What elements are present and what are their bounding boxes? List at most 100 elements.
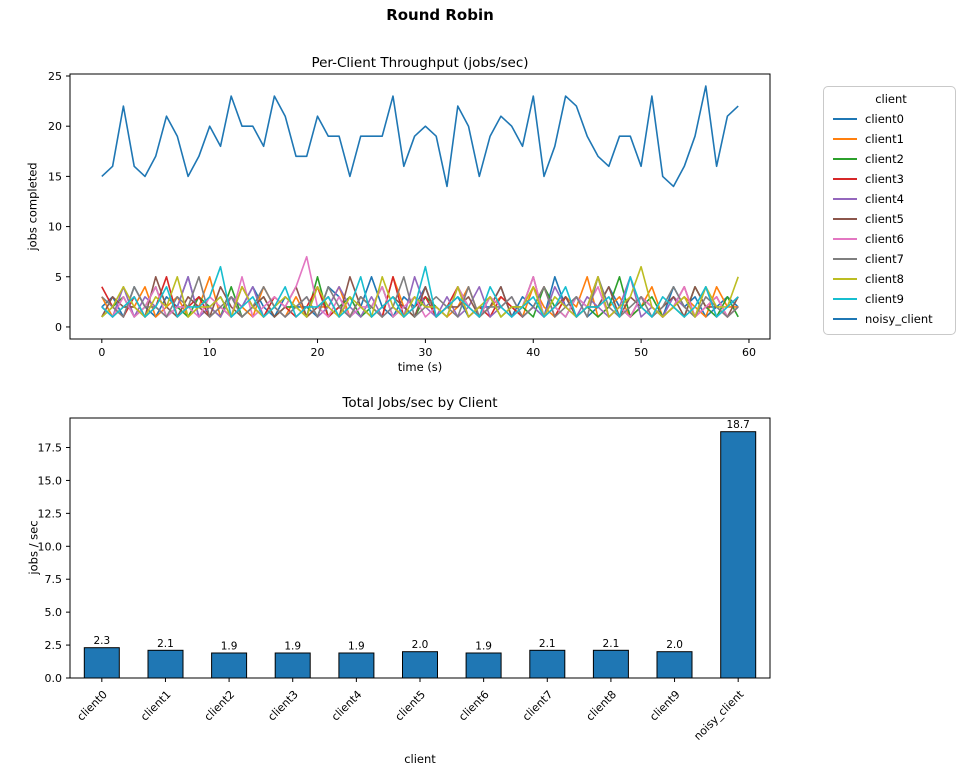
bar-client8 bbox=[592, 649, 629, 679]
bar-value-label: 2.1 bbox=[539, 638, 556, 650]
legend-item: client8 bbox=[833, 269, 949, 289]
bar-client4 bbox=[338, 652, 375, 679]
y-tick-label: 20 bbox=[48, 120, 62, 133]
legend-line-swatch bbox=[833, 198, 857, 200]
y-tick-label: 5.0 bbox=[45, 606, 63, 619]
line-chart-title: Per-Client Throughput (jobs/sec) bbox=[311, 55, 529, 71]
bar-value-label: 2.0 bbox=[666, 639, 683, 651]
x-tick-label: client6 bbox=[456, 688, 492, 724]
bar-value-label: 2.1 bbox=[157, 638, 174, 650]
y-tick-label: 25 bbox=[48, 70, 62, 83]
legend-item-label: client3 bbox=[865, 172, 904, 186]
line-series-client8 bbox=[101, 265, 739, 318]
legend-line-swatch bbox=[833, 238, 857, 240]
bar-value-label: 1.9 bbox=[284, 640, 301, 652]
x-tick-label: client9 bbox=[647, 688, 683, 724]
bar-value-label: 2.3 bbox=[93, 635, 110, 647]
x-tick-label: 50 bbox=[634, 346, 648, 359]
legend-line-swatch bbox=[833, 318, 857, 320]
line-series-client6 bbox=[101, 255, 739, 318]
legend-item-label: client6 bbox=[865, 232, 904, 246]
bar-value-label: 18.7 bbox=[726, 419, 749, 431]
x-tick-label: client2 bbox=[202, 688, 238, 724]
bar-value-label: 2.1 bbox=[603, 638, 620, 650]
y-tick-label: 5 bbox=[55, 271, 62, 284]
legend-line-swatch bbox=[833, 138, 857, 140]
legend-item-label: client2 bbox=[865, 152, 904, 166]
plot-border bbox=[69, 73, 771, 340]
legend-item: client2 bbox=[833, 149, 949, 169]
x-tick-label: client5 bbox=[393, 688, 429, 724]
line-series-noisy_client bbox=[101, 85, 739, 188]
legend-line-swatch bbox=[833, 158, 857, 160]
x-tick-label: 40 bbox=[526, 346, 540, 359]
line-series-client9 bbox=[101, 265, 739, 318]
legend-line-swatch bbox=[833, 118, 857, 120]
bar-client3 bbox=[274, 652, 311, 679]
x-tick-label: client8 bbox=[584, 688, 620, 724]
x-tick-label: client7 bbox=[520, 688, 556, 724]
legend-item-label: client0 bbox=[865, 112, 904, 126]
legend-line-swatch bbox=[833, 258, 857, 260]
bar-chart-xlabel: client bbox=[404, 752, 436, 766]
legend-line-swatch bbox=[833, 298, 857, 300]
legend-item-label: noisy_client bbox=[865, 312, 933, 326]
x-tick-label: 10 bbox=[203, 346, 217, 359]
bar-value-label: 2.0 bbox=[412, 639, 429, 651]
x-tick-label: client1 bbox=[138, 688, 174, 724]
line-series-client7 bbox=[101, 276, 739, 318]
x-tick-label: client4 bbox=[329, 688, 365, 724]
legend-entries: client0 client1 client2 client3 client4 clien… bbox=[833, 109, 949, 329]
x-tick-label: noisy_client bbox=[691, 687, 746, 742]
y-tick-label: 12.5 bbox=[38, 507, 63, 520]
y-tick-label: 15.0 bbox=[38, 474, 63, 487]
bar-client0 bbox=[83, 647, 120, 679]
bar-value-label: 1.9 bbox=[475, 640, 492, 652]
legend-item: client3 bbox=[833, 169, 949, 189]
legend-line-swatch bbox=[833, 218, 857, 220]
bar-value-label: 1.9 bbox=[221, 640, 238, 652]
figure-suptitle: Round Robin bbox=[386, 6, 494, 24]
bar-client6 bbox=[465, 652, 502, 679]
x-tick-label: client0 bbox=[74, 688, 110, 724]
x-tick-label: 60 bbox=[742, 346, 756, 359]
legend-item: client1 bbox=[833, 129, 949, 149]
legend-item: client9 bbox=[833, 289, 949, 309]
legend-item-label: client4 bbox=[865, 192, 904, 206]
legend-line-swatch bbox=[833, 178, 857, 180]
y-tick-label: 10.0 bbox=[38, 540, 63, 553]
legend-item-label: client1 bbox=[865, 132, 904, 146]
legend-title: client bbox=[875, 92, 907, 106]
legend-item: client6 bbox=[833, 229, 949, 249]
x-tick-label: 20 bbox=[311, 346, 325, 359]
legend-item-label: client9 bbox=[865, 292, 904, 306]
legend-item: client7 bbox=[833, 249, 949, 269]
y-tick-label: 10 bbox=[48, 221, 62, 234]
legend-item-label: client5 bbox=[865, 212, 904, 226]
bar-client5 bbox=[402, 651, 438, 679]
y-tick-label: 2.5 bbox=[45, 639, 63, 652]
y-tick-label: 0.0 bbox=[45, 672, 63, 685]
line-chart-xlabel: time (s) bbox=[397, 360, 443, 374]
bar-client2 bbox=[211, 652, 248, 679]
x-tick-label: 0 bbox=[98, 346, 105, 359]
bar-value-label: 1.9 bbox=[348, 640, 365, 652]
legend: client client0 client1 client2 client3 clien… bbox=[823, 86, 956, 335]
bar-client9 bbox=[656, 651, 693, 679]
bar-chart-title: Total Jobs/sec by Client bbox=[342, 395, 498, 411]
y-tick-label: 0 bbox=[55, 321, 62, 334]
bar-client7 bbox=[529, 649, 566, 679]
legend-item: client4 bbox=[833, 189, 949, 209]
legend-item-label: client8 bbox=[865, 272, 904, 286]
x-tick-label: 30 bbox=[418, 346, 432, 359]
legend-item-label: client7 bbox=[865, 252, 904, 266]
legend-item: client5 bbox=[833, 209, 949, 229]
legend-item: noisy_client bbox=[833, 309, 949, 329]
x-tick-label: client3 bbox=[265, 688, 301, 724]
line-chart-plot: 0 10 20 30 40 50 60 0 5 10 15 20 25 bbox=[48, 70, 771, 359]
y-tick-label: 7.5 bbox=[45, 573, 63, 586]
bar-chart-plot: 0.0 2.5 5.0 7.5 10.0 12.5 15.0 17.5 2.3 client0 2.… bbox=[38, 417, 771, 743]
legend-line-swatch bbox=[833, 278, 857, 280]
bar-client1 bbox=[147, 649, 184, 679]
